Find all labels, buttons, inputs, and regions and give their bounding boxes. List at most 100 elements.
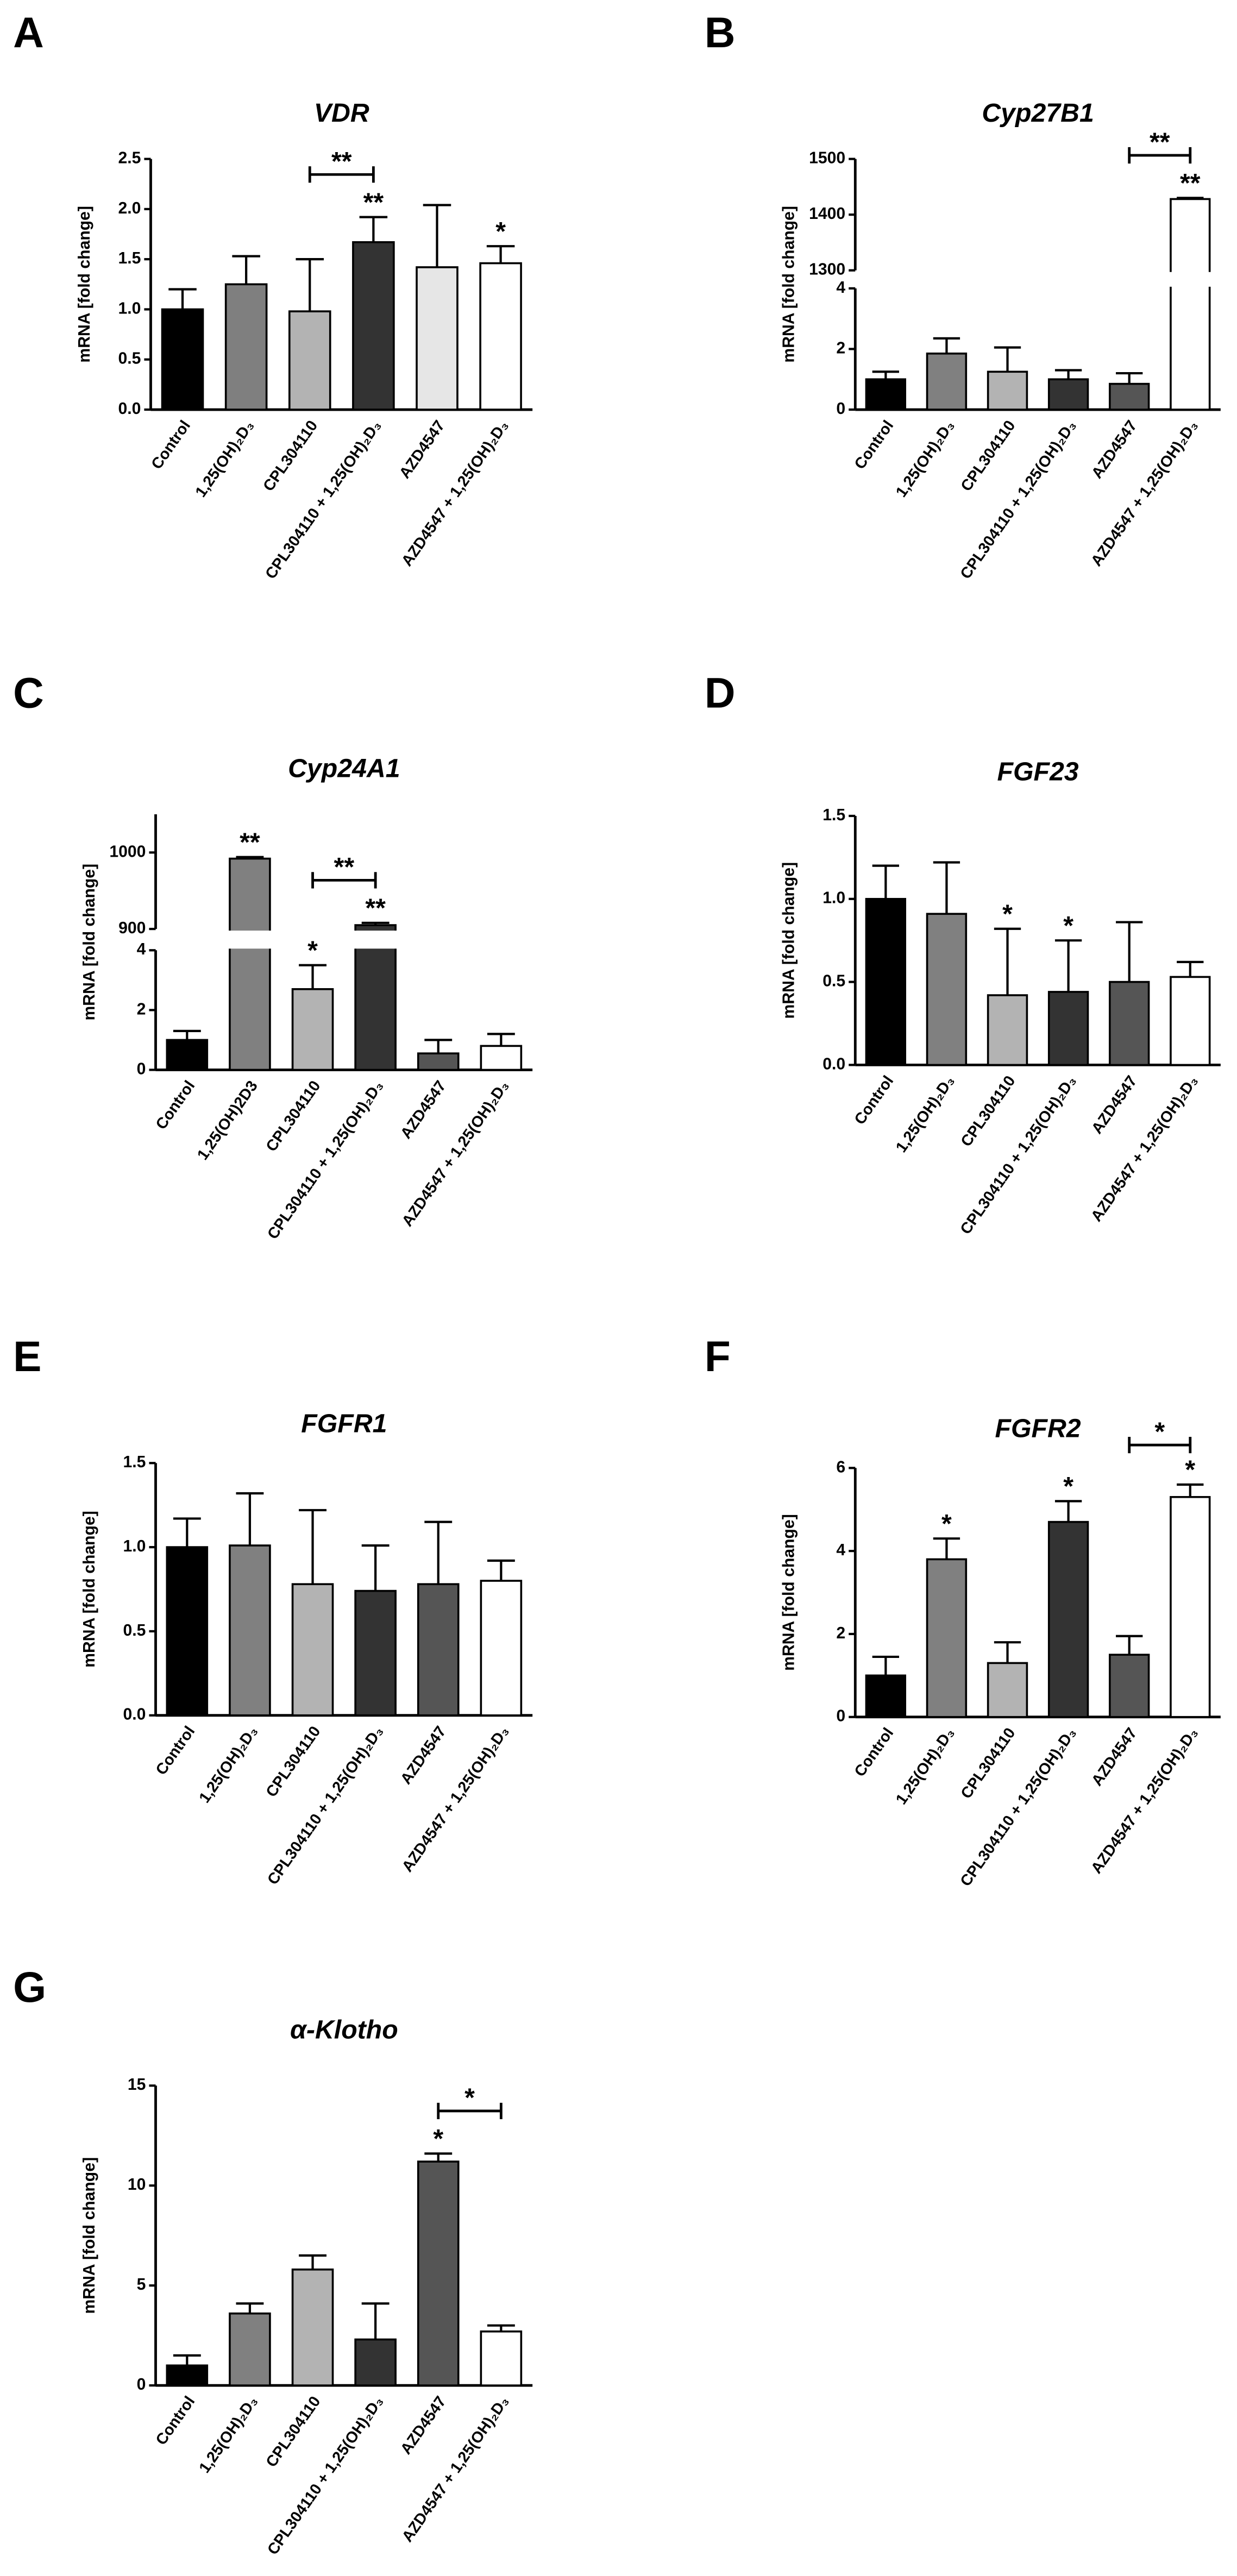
bar (224, 283, 268, 411)
y-tick-label: 0 (836, 400, 845, 418)
bar (1047, 378, 1089, 411)
y-tick-label: 5 (137, 2276, 146, 2294)
significance: * (1185, 1455, 1195, 1484)
x-tick-label: CPL304110 (263, 2393, 324, 2470)
bar (354, 1589, 397, 1717)
x-tick-label: 1,25(OH)₂D₃ (893, 1725, 958, 1808)
y-tick-label: 0.5 (123, 1622, 146, 1639)
y-tick-label: 1300 (809, 261, 845, 279)
bar (865, 897, 907, 1066)
y-tick-label: 900 (118, 919, 146, 937)
x-tick-label: CPL304110 + 1,25(OH)₂D₃ (957, 1725, 1080, 1890)
x-tick-label: AZD4547 + 1,25(OH)₂D₃ (1088, 1725, 1202, 1877)
y-tick-label: 4 (137, 940, 146, 958)
bar (229, 857, 271, 1071)
bar (229, 1544, 271, 1717)
significance: ** (365, 893, 386, 922)
x-tick-label: CPL304110 (958, 417, 1019, 494)
x-tick-label: AZD4547 (397, 2393, 450, 2458)
bar (161, 308, 204, 411)
y-tick-label: 1.5 (123, 1453, 146, 1471)
bar (166, 1039, 209, 1071)
bar (1047, 1521, 1089, 1718)
significance: * (464, 2083, 475, 2113)
x-tick-label: AZD4547 (397, 1723, 450, 1788)
significance: * (433, 2124, 443, 2153)
y-tick-label: 1.5 (822, 806, 845, 824)
y-tick-label: 1.5 (118, 249, 141, 267)
y-tick-label: 0.0 (123, 1706, 146, 1724)
bar (166, 2364, 209, 2387)
x-tick-label: CPL304110 + 1,25(OH)₂D₃ (264, 2393, 387, 2558)
bar (987, 370, 1028, 411)
panel-letter: E (13, 1333, 41, 1380)
bar (926, 1558, 968, 1718)
bar (480, 2330, 523, 2387)
x-tick-label: Control (851, 1725, 897, 1780)
x-tick-label: AZD4547 + 1,25(OH)₂D₃ (1088, 417, 1202, 569)
x-tick-label: 1,25(OH)₂D₃ (192, 417, 258, 500)
bar (416, 266, 459, 411)
x-tick-label: CPL304110 (263, 1078, 324, 1155)
y-tick-label: 1.0 (822, 889, 845, 907)
y-tick-label: 0 (836, 1707, 845, 1725)
y-tick-label: 4 (836, 1541, 845, 1559)
x-tick-label: AZD4547 + 1,25(OH)₂D₃ (398, 417, 512, 569)
y-axis-label: mRNA [fold change] (780, 1514, 798, 1671)
x-tick-label: Control (153, 1723, 199, 1779)
bar (1047, 991, 1089, 1066)
bar (354, 2338, 397, 2387)
bar (352, 241, 395, 411)
bar (987, 994, 1028, 1066)
bar (417, 2160, 460, 2387)
y-tick-label: 0.0 (822, 1055, 845, 1073)
y-axis-label: mRNA [fold change] (76, 206, 93, 363)
significance: * (1063, 1472, 1073, 1501)
y-tick-label: 0.5 (822, 972, 845, 990)
significance: ** (1150, 128, 1170, 157)
bar (417, 1052, 460, 1071)
bar (926, 352, 968, 411)
chart-title: FGFR1 (301, 1409, 387, 1438)
chart-title: Cyp27B1 (982, 98, 1094, 128)
chart-title: FGF23 (997, 757, 1078, 786)
x-tick-label: CPL304110 (958, 1073, 1019, 1150)
y-tick-label: 6 (836, 1458, 845, 1476)
chart-title: VDR (314, 98, 369, 128)
x-tick-label: AZD4547 + 1,25(OH)₂D₃ (399, 1723, 513, 1875)
panel-letter: B (705, 9, 736, 56)
x-tick-label: Control (153, 1078, 199, 1133)
bar (291, 2268, 334, 2387)
significance: * (495, 217, 506, 246)
x-tick-label: CPL304110 (958, 1725, 1019, 1802)
x-tick-label: Control (851, 1073, 897, 1128)
x-tick-label: 1,25(OH)₂D₃ (893, 417, 958, 500)
y-tick-label: 10 (128, 2176, 146, 2194)
bar (1109, 382, 1150, 411)
y-axis-label: mRNA [fold change] (80, 864, 98, 1021)
y-tick-label: 2 (836, 339, 845, 357)
bar (1170, 198, 1211, 411)
bar (1170, 1496, 1211, 1718)
x-tick-label: CPL304110 + 1,25(OH)₂D₃ (264, 1723, 387, 1888)
x-tick-label: Control (153, 2393, 199, 2448)
x-tick-label: CPL304110 (263, 1723, 324, 1800)
significance: ** (1180, 168, 1201, 198)
significance: ** (240, 827, 260, 857)
y-tick-label: 0.5 (118, 350, 141, 368)
bar (1109, 981, 1150, 1066)
bar (479, 262, 522, 411)
significance: * (1002, 899, 1013, 928)
y-tick-label: 0 (137, 2376, 146, 2393)
y-axis-label: mRNA [fold change] (80, 2157, 98, 2314)
chart-title: α-Klotho (290, 2015, 398, 2045)
bar (229, 2312, 271, 2387)
significance: * (307, 935, 318, 965)
x-tick-label: CPL304110 + 1,25(OH)₂D₃ (262, 417, 385, 582)
y-tick-label: 0 (137, 1060, 146, 1078)
x-tick-label: CPL304110 + 1,25(OH)₂D₃ (264, 1078, 387, 1243)
bar (1170, 976, 1211, 1066)
x-tick-label: AZD4547 + 1,25(OH)₂D₃ (399, 1078, 513, 1230)
bar (291, 1583, 334, 1717)
